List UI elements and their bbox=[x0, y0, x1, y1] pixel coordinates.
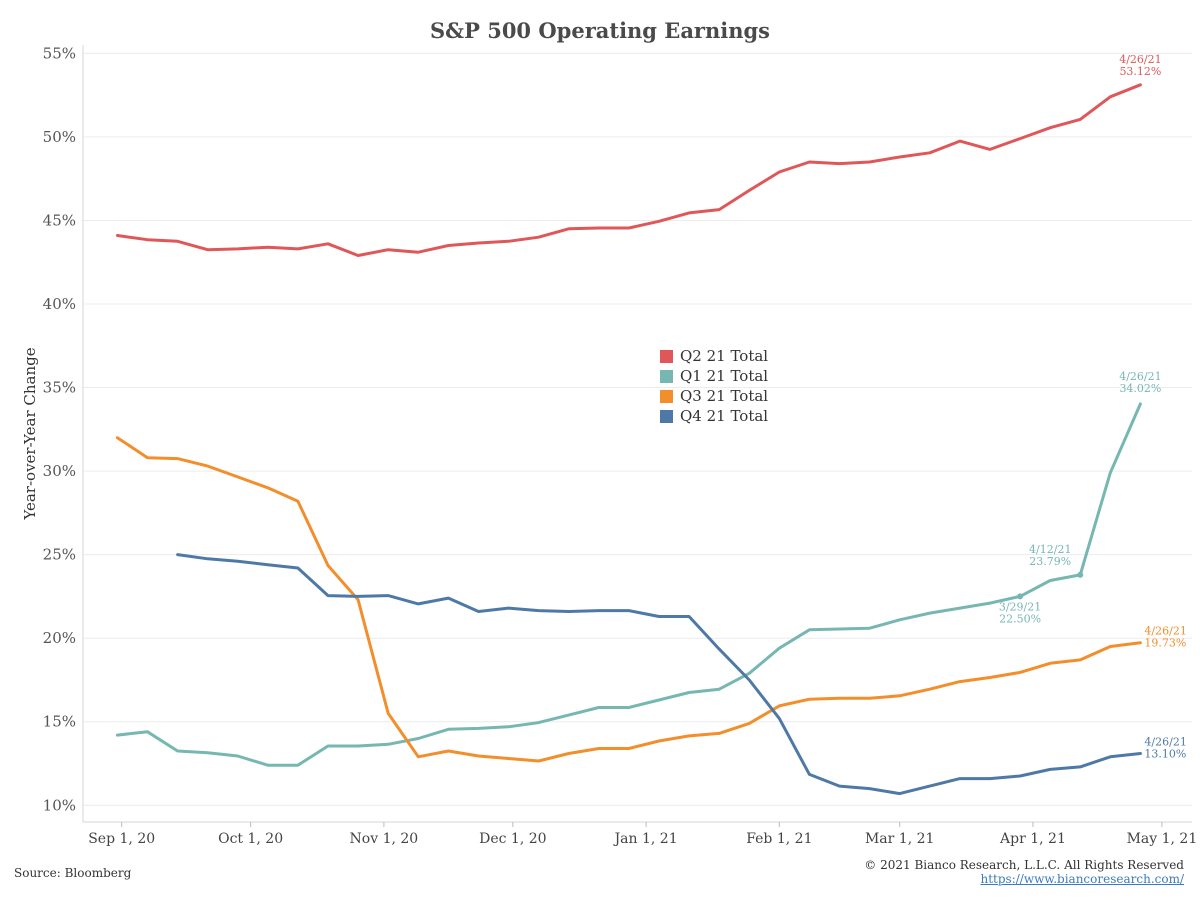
annotation-marker bbox=[1077, 571, 1084, 578]
annotation-date: 4/26/21 bbox=[1144, 625, 1186, 638]
annotation-value: 13.10% bbox=[1144, 747, 1186, 760]
legend-swatch bbox=[660, 369, 673, 383]
annotation-value: 34.02% bbox=[1119, 382, 1161, 395]
legend-swatch bbox=[660, 389, 673, 403]
annotation-value: 19.73% bbox=[1144, 637, 1186, 650]
y-tick-label: 35% bbox=[43, 379, 76, 397]
website-link[interactable]: https://www.biancoresearch.com/ bbox=[980, 872, 1184, 886]
x-tick-label: Nov 1, 20 bbox=[350, 831, 419, 847]
series-line-q4-21-total bbox=[176, 553, 1142, 796]
annotation-marker bbox=[1017, 593, 1024, 600]
legend-label: Q3 21 Total bbox=[680, 387, 769, 405]
annotation-value: 53.12% bbox=[1119, 65, 1161, 78]
chart-title: S&P 500 Operating Earnings bbox=[429, 18, 771, 43]
legend-swatch bbox=[660, 409, 673, 423]
legend-label: Q1 21 Total bbox=[680, 367, 769, 385]
y-tick-label: 45% bbox=[43, 211, 76, 229]
y-axis-title: Year-over-Year Change bbox=[21, 347, 39, 520]
annotation-date: 4/26/21 bbox=[1144, 735, 1186, 748]
series-line-q2-21-total bbox=[115, 83, 1142, 257]
legend: Q2 21 Total Q1 21 Total Q3 21 Total Q4 21 T… bbox=[660, 346, 768, 426]
source-note: Source: Bloomberg bbox=[14, 866, 132, 880]
legend-item: Q2 21 Total bbox=[660, 346, 768, 366]
x-tick-label: Jan 1, 21 bbox=[613, 831, 678, 847]
x-tick-label: Sep 1, 20 bbox=[88, 831, 155, 847]
annotation-date: 4/12/21 bbox=[1029, 543, 1071, 556]
copyright-note: © 2021 Bianco Research, L.L.C. All Right… bbox=[864, 858, 1184, 872]
series-layer bbox=[115, 83, 1142, 796]
annotation-date: 4/26/21 bbox=[1119, 370, 1161, 383]
y-tick-label: 15% bbox=[43, 713, 76, 731]
y-tick-label: 20% bbox=[43, 629, 76, 647]
series-line-q3-21-total bbox=[115, 436, 1142, 763]
legend-item: Q1 21 Total bbox=[660, 366, 768, 386]
annotation-value: 22.50% bbox=[999, 612, 1041, 625]
x-tick-label: May 1, 21 bbox=[1127, 831, 1198, 847]
y-tick-label: 50% bbox=[43, 128, 76, 146]
x-tick-label: Feb 1, 21 bbox=[746, 831, 812, 847]
annotation-layer: 4/26/2153.12%3/29/2122.50%4/12/2123.79%4… bbox=[999, 53, 1187, 761]
legend-item: Q3 21 Total bbox=[660, 386, 768, 406]
legend-label: Q2 21 Total bbox=[680, 347, 769, 365]
y-tick-label: 55% bbox=[43, 44, 76, 62]
legend-swatch bbox=[660, 349, 673, 363]
x-tick-label: Dec 1, 20 bbox=[479, 831, 546, 847]
annotation-date: 3/29/21 bbox=[999, 600, 1041, 613]
y-tick-label: 25% bbox=[43, 546, 76, 564]
y-tick-label: 10% bbox=[43, 796, 76, 814]
annotation-date: 4/26/21 bbox=[1119, 53, 1161, 66]
y-tick-label: 30% bbox=[43, 462, 76, 480]
x-tick-label: Oct 1, 20 bbox=[218, 831, 283, 847]
x-tick-label: Mar 1, 21 bbox=[865, 831, 934, 847]
legend-label: Q4 21 Total bbox=[680, 407, 769, 425]
y-tick-label: 40% bbox=[43, 295, 76, 313]
annotation-value: 23.79% bbox=[1029, 555, 1071, 568]
series-line-q1-21-total bbox=[115, 402, 1142, 767]
gridlines bbox=[83, 52, 1192, 806]
axes: 10% 15% 20% 25% 30% 35% 40% 45% 50% 55% Sep 1, 20 O… bbox=[21, 44, 1197, 847]
x-tick-label: Apr 1, 21 bbox=[999, 831, 1066, 847]
legend-item: Q4 21 Total bbox=[660, 406, 768, 426]
